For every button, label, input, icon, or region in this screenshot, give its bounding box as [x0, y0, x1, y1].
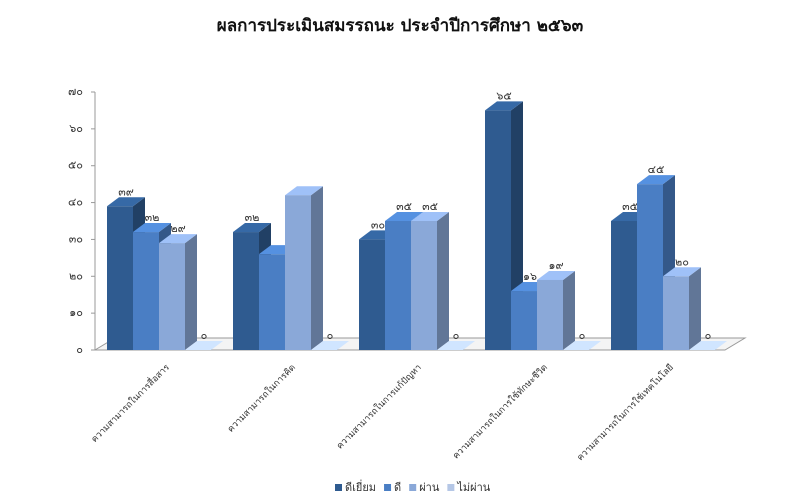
bar-top: [107, 197, 145, 207]
data-label: ๓๙: [118, 185, 134, 198]
chart-title: ผลการประเมินสมรรถนะ ประจำปีการศึกษา ๒๕๖๓: [217, 15, 584, 36]
bar-top: [311, 341, 349, 350]
bar-top: [689, 341, 727, 350]
bar-top: [285, 186, 323, 196]
data-label: ๒๙: [170, 222, 185, 235]
bar: [159, 243, 185, 350]
x-tick-label: ความสามารถในการใช้ทักษะชีวิต: [451, 362, 550, 461]
y-tick-label: ๕๐: [68, 159, 83, 172]
bar-top: [385, 212, 423, 221]
bar-top: [133, 223, 171, 233]
y-tick-label: ๒๐: [69, 269, 83, 282]
bar-top: [563, 341, 601, 350]
data-label: ๓๒: [245, 211, 260, 224]
legend-swatch: [335, 484, 342, 491]
bar-top: [411, 212, 449, 221]
data-label: ๐: [327, 329, 334, 342]
data-label: ๒๐: [675, 255, 689, 268]
x-tick-label: ความสามารถในการแก้ปัญหา: [335, 362, 424, 451]
bar-top: [185, 341, 223, 350]
bar: [133, 232, 159, 350]
data-label: ๐: [453, 329, 460, 342]
bar: [107, 206, 133, 350]
bar-top: [485, 101, 523, 111]
data-label: ๓๕: [396, 200, 412, 213]
data-label: ๑๙: [548, 259, 563, 272]
bar: [511, 291, 537, 350]
legend-swatch: [384, 484, 392, 491]
y-tick-label: ๐: [76, 343, 83, 356]
data-label: ๐: [579, 329, 586, 342]
bar: [233, 232, 259, 350]
y-tick-label: ๔๐: [68, 196, 83, 209]
data-label: ๑๖: [523, 270, 537, 283]
bar: [637, 184, 663, 350]
bar-top: [437, 341, 475, 350]
bar: [259, 254, 285, 350]
legend-label: ผ่าน: [419, 481, 440, 494]
data-label: ๓๐: [371, 218, 385, 231]
bar-top: [233, 223, 271, 233]
bar: [485, 110, 511, 350]
bar-side: [311, 186, 323, 350]
y-tick-label: ๖๐: [69, 122, 83, 135]
legend-swatch: [409, 484, 417, 491]
bar-top: [537, 270, 575, 280]
bar: [411, 221, 437, 350]
legend-label: ดีเยี่ยม: [345, 479, 376, 494]
legend-label: ไม่ผ่าน: [456, 481, 490, 494]
bar-side: [689, 267, 701, 350]
data-label: ๐: [705, 329, 712, 342]
data-label: ๔๕: [648, 163, 665, 176]
legend-label: ดี: [394, 481, 401, 494]
data-label: ๐: [201, 329, 208, 342]
bar-side: [563, 270, 575, 350]
x-tick-label: ความสามารถในการสื่อสาร: [88, 361, 172, 445]
data-label: ๓๒: [145, 211, 160, 224]
data-label: ๖๕: [496, 89, 511, 102]
y-tick-label: ๓๐: [69, 232, 83, 245]
bar: [359, 239, 385, 350]
bar: [385, 221, 411, 350]
bar-top: [663, 267, 701, 277]
legend-swatch: [447, 484, 455, 491]
bar: [663, 276, 689, 350]
bar: [611, 221, 637, 350]
bar: [285, 195, 311, 350]
bar-top: [637, 175, 675, 185]
y-tick-label: ๑๐: [69, 306, 83, 319]
bar-top: [159, 234, 197, 244]
data-label: ๓๕: [422, 200, 438, 213]
x-tick-label: ความสามารถในการใช้เทคโนโลยี: [575, 362, 676, 463]
bar-side: [437, 212, 449, 350]
bar-side: [185, 234, 197, 350]
y-tick-label: ๗๐: [68, 85, 83, 98]
x-tick-label: ความสามารถในการคิด: [225, 362, 298, 435]
bar: [537, 279, 563, 350]
data-label: ๓๕: [622, 200, 638, 213]
